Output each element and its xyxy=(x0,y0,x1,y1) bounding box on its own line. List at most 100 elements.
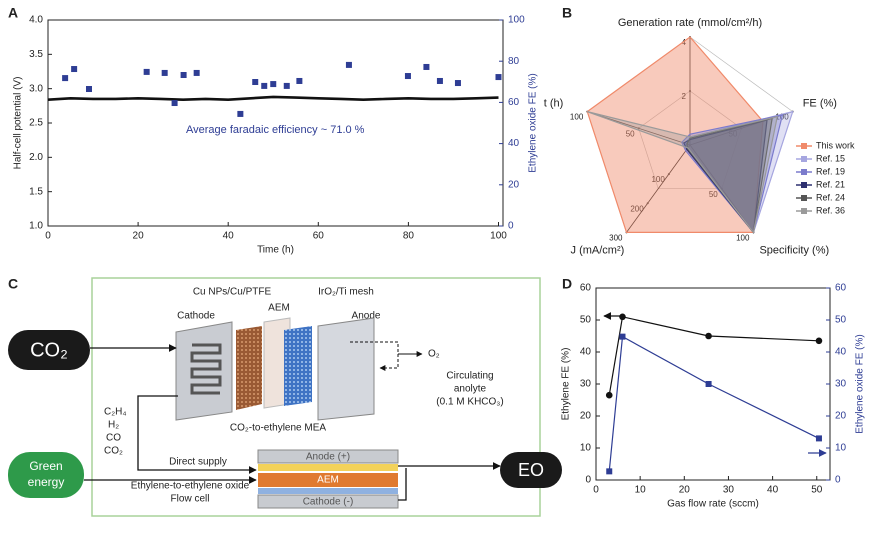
legend-label: Ref. 24 xyxy=(816,192,845,202)
point xyxy=(171,100,178,107)
point xyxy=(62,75,69,82)
y-axis-label: Ethylene FE (%) xyxy=(561,348,572,421)
y2-axis-label: Ethylene oxide FE (%) xyxy=(855,334,866,434)
radar-axis-label: J (mA/cm²) xyxy=(571,244,625,256)
y-tick-label: 40 xyxy=(580,347,592,358)
flow-electrode xyxy=(258,488,398,494)
y2-tick-label: 20 xyxy=(508,179,520,190)
radar-tick-label: 4 xyxy=(682,38,687,47)
point xyxy=(85,86,92,93)
y-tick-label: 3.0 xyxy=(29,83,43,94)
y-tick-label: 2.0 xyxy=(29,152,43,163)
point xyxy=(619,333,626,340)
label: CO₂ xyxy=(104,446,123,457)
annotation: Average faradaic efficiency ~ 71.0 % xyxy=(186,124,365,136)
y-tick-label: 1.0 xyxy=(29,221,43,232)
radar-tick-label: 100 xyxy=(651,175,665,184)
diagram-frame xyxy=(91,277,541,517)
label: H₂ xyxy=(108,420,119,431)
legend-label: Ref. 36 xyxy=(816,205,845,215)
flow-membrane xyxy=(258,473,398,487)
radar-tick-label: 100 xyxy=(736,233,750,242)
radar-tick xyxy=(740,127,743,130)
flow-channel xyxy=(190,343,222,395)
legend-label: Ref. 15 xyxy=(816,153,845,163)
y-tick-label: 1.5 xyxy=(29,186,43,197)
x-tick-label: 20 xyxy=(133,231,145,242)
point xyxy=(606,468,613,475)
radar-tick-label: 50 xyxy=(728,129,737,138)
y2-tick-label: 80 xyxy=(508,56,520,67)
point xyxy=(180,72,187,79)
y2-tick-label: 10 xyxy=(835,443,847,454)
y2-tick-label: 0 xyxy=(508,221,514,232)
radar-axis-label: t (h) xyxy=(544,98,564,110)
anode-mesh xyxy=(284,326,312,406)
point xyxy=(193,69,200,76)
x-tick-label: 40 xyxy=(767,485,779,496)
label: anolyte xyxy=(454,384,487,395)
arrow xyxy=(137,395,257,474)
label: IrO₂/Ti mesh xyxy=(318,287,374,298)
panel-label: A xyxy=(8,5,18,21)
y-tick-label: 30 xyxy=(580,379,592,390)
label: Ethylene-to-ethylene oxide xyxy=(131,481,250,492)
panel-label: D xyxy=(562,276,572,292)
legend-swatch xyxy=(801,143,807,149)
y2-axis-label: Ethylene oxide FE (%) xyxy=(528,73,539,173)
radar-tick xyxy=(646,202,649,205)
x-tick-label: 60 xyxy=(313,231,325,242)
diagram: Cu NPs/Cu/PTFE IrO₂/Ti mesh Cathode AEM … xyxy=(8,277,562,517)
label: Cathode (-) xyxy=(303,497,354,508)
point xyxy=(252,79,259,86)
label: C₂H₄ xyxy=(104,407,126,418)
radar-tick xyxy=(667,173,670,176)
point xyxy=(161,69,168,76)
radar-axis-label: Specificity (%) xyxy=(759,244,829,256)
x-tick-label: 40 xyxy=(223,231,235,242)
point xyxy=(345,61,352,68)
cathode-catalyst xyxy=(236,326,262,410)
label: Green xyxy=(29,459,62,473)
y-tick-label: 50 xyxy=(580,315,592,326)
series-line xyxy=(47,95,499,101)
x-axis-label: Gas flow rate (sccm) xyxy=(667,499,759,510)
radar-axis-label: Generation rate (mmol/cm²/h) xyxy=(618,17,762,29)
panel-label: B xyxy=(562,5,572,21)
cathode-plate xyxy=(175,321,233,421)
y2-tick-label: 40 xyxy=(835,347,847,358)
label: AEM xyxy=(268,303,290,314)
radar-tick-label: 50 xyxy=(709,190,718,199)
y-tick-label: 2.5 xyxy=(29,118,43,129)
radar-tick-label: 50 xyxy=(626,129,635,138)
point xyxy=(495,74,502,81)
x-axis-label: Time (h) xyxy=(257,245,294,256)
anode-plate xyxy=(317,317,375,421)
point xyxy=(296,77,303,84)
point xyxy=(71,66,78,73)
y2-tick-label: 0 xyxy=(835,475,841,486)
flow-anode xyxy=(257,449,399,464)
label: O₂ xyxy=(428,349,440,360)
legend-swatch xyxy=(801,195,807,201)
legend-swatch xyxy=(801,208,807,214)
point xyxy=(283,82,290,89)
point xyxy=(237,110,244,117)
label: Flow cell xyxy=(171,494,210,505)
point xyxy=(423,63,430,70)
y2-tick-label: 60 xyxy=(508,97,520,108)
label: CO xyxy=(106,433,121,444)
radar-series xyxy=(586,36,764,233)
radar-tick-label: 2 xyxy=(682,92,687,101)
flow-electrode xyxy=(258,464,398,471)
legend-swatch xyxy=(801,182,807,188)
label: AEM xyxy=(317,475,339,486)
y-tick-label: 20 xyxy=(580,411,592,422)
y-axis-label: Half-cell potential (V) xyxy=(13,77,24,170)
x-tick-label: 10 xyxy=(635,485,647,496)
y-tick-label: 3.5 xyxy=(29,49,43,60)
label: Cathode xyxy=(177,311,215,322)
point xyxy=(143,68,150,75)
label: (0.1 M KHCO₃) xyxy=(436,397,503,408)
radar-tick xyxy=(637,127,640,130)
